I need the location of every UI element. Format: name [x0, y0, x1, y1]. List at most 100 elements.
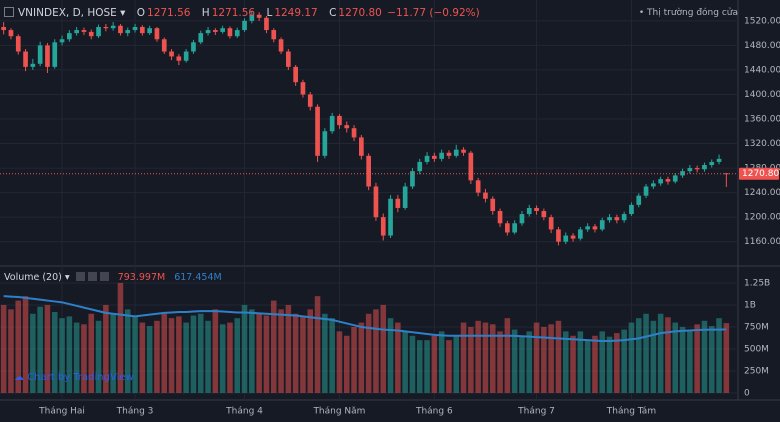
last-price-label: 1270.80 — [742, 169, 779, 179]
candle-body — [88, 31, 94, 37]
candle-body — [672, 175, 678, 182]
candle-body — [709, 161, 715, 166]
volume-bar — [263, 315, 270, 393]
candle-body — [651, 183, 656, 187]
candle-body — [439, 152, 444, 159]
candle-body — [81, 30, 87, 32]
volume-bar — [292, 313, 299, 393]
volume-bar — [635, 318, 642, 393]
candle-body — [15, 36, 21, 52]
candle-body — [198, 33, 204, 43]
candle-body — [570, 235, 576, 239]
candle-body — [191, 42, 196, 52]
volume-bar — [285, 304, 292, 393]
volume-bar — [409, 335, 416, 393]
volume-bar — [723, 323, 730, 393]
volume-bar — [22, 296, 29, 393]
candle-body — [475, 180, 481, 193]
candle-body — [461, 149, 466, 153]
x-tick-label: Tháng 7 — [517, 407, 555, 417]
candle-body — [264, 17, 269, 31]
candle-body — [468, 152, 474, 181]
volume-bar — [336, 331, 343, 393]
volume-bar — [278, 309, 284, 393]
candle-body — [322, 131, 328, 156]
candle-body — [59, 39, 65, 43]
watermark[interactable]: ☁ Chart by TradingView — [14, 372, 134, 383]
candle-body — [432, 155, 437, 159]
volume-bar — [548, 324, 554, 393]
candle-body — [132, 26, 138, 31]
volume-bar — [519, 335, 525, 393]
candle-body — [110, 25, 116, 29]
x-tick-label: Tháng Năm — [312, 407, 365, 417]
volume-bar — [197, 313, 204, 393]
candle-body — [242, 20, 247, 31]
candle-body — [483, 192, 488, 199]
candle-body — [23, 51, 28, 67]
candle-body — [1, 26, 6, 31]
candle-body — [234, 30, 240, 37]
header: VNINDEX, D, HOSE ▾ O 1271.56 H 1271.56 L 12… — [4, 7, 480, 19]
volume-bar — [329, 318, 335, 393]
candle-body — [351, 128, 357, 138]
candle-body — [687, 168, 693, 172]
volume-bar — [103, 304, 109, 393]
volume-bar — [176, 316, 182, 393]
volume-bar — [402, 331, 408, 393]
x-tick-label: Tháng 4 — [225, 407, 263, 417]
candle-body — [526, 207, 532, 215]
candle-body — [680, 171, 685, 176]
indicator-button[interactable] — [75, 272, 85, 281]
plot — [0, 11, 738, 393]
indicator-button[interactable] — [99, 272, 109, 281]
candle-body — [607, 217, 612, 221]
volume-bar — [628, 322, 635, 393]
candle-body — [220, 28, 225, 32]
volume-bar — [541, 326, 547, 393]
candle-body — [395, 198, 401, 208]
volume-bar — [73, 322, 80, 393]
volume-bar — [672, 322, 679, 393]
candle-body — [548, 217, 554, 230]
volume-bar — [475, 320, 481, 393]
candle-body — [315, 106, 320, 156]
y-tick-label: 1160.00 — [744, 237, 780, 247]
candle-body — [37, 45, 43, 64]
volume-bar — [219, 324, 226, 393]
volume-bar — [154, 320, 160, 393]
volume-bar — [504, 318, 511, 393]
volume-bar — [227, 322, 233, 393]
x-tick-label: Tháng 6 — [415, 407, 453, 417]
ohlc-value: 1270.80 — [338, 7, 382, 19]
indicator-button[interactable] — [87, 272, 97, 281]
volume-bar — [44, 304, 51, 393]
candle-body — [519, 214, 525, 224]
candle-body — [643, 186, 649, 196]
volume-bar — [446, 340, 452, 393]
symbol[interactable]: VNINDEX, D, HOSE — [18, 7, 117, 19]
volume-bar — [650, 320, 657, 393]
candle-body — [424, 155, 430, 162]
volume-bar — [139, 322, 146, 393]
candle-body — [578, 229, 583, 239]
volume-bar — [314, 296, 321, 393]
volume-ma-line — [3, 295, 727, 343]
candle-body — [534, 207, 539, 212]
last-price-tag — [739, 167, 779, 180]
candle-body — [658, 179, 663, 184]
ohlc-key: C — [329, 7, 337, 19]
candle-body — [52, 42, 58, 67]
y-tick-label: 1520.00 — [744, 16, 780, 26]
volume-bar — [614, 333, 620, 393]
volume-bar — [511, 329, 518, 393]
volume-bar — [161, 313, 168, 393]
volume-bar — [358, 322, 365, 393]
collapse-button[interactable] — [4, 7, 14, 17]
candle-body — [380, 217, 386, 236]
x-tick-label: Tháng Hai — [38, 407, 85, 417]
volume-bar — [716, 318, 722, 393]
volume-bar — [570, 335, 576, 393]
